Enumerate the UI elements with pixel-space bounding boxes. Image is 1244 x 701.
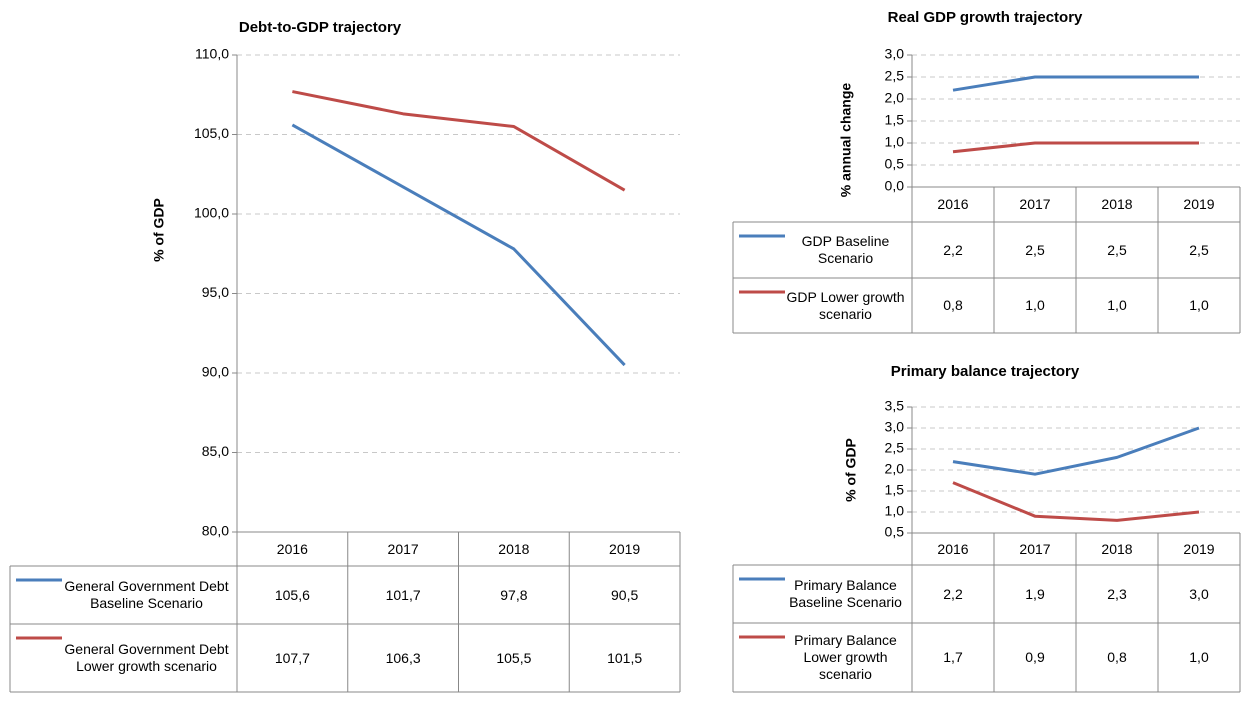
y-tick-label: 3,0 (885, 419, 905, 435)
value-label: 105,6 (274, 586, 310, 603)
value-label: 1,0 (1189, 649, 1209, 665)
value-label: 101,7 (385, 586, 421, 603)
legend-label: Primary Balance Lower growth scenario (794, 632, 897, 682)
y-tick-label: 0,5 (885, 524, 905, 540)
value-label: 97,8 (500, 586, 528, 603)
chart-title: Real GDP growth trajectory (888, 9, 1083, 26)
y-tick-label: 80,0 (202, 523, 229, 539)
chart-title: Primary balance trajectory (891, 363, 1080, 380)
value-label: 1,0 (1025, 297, 1045, 313)
x-tick-label: 2019 (1183, 196, 1215, 212)
value-label: 2,5 (1189, 241, 1209, 258)
x-tick-label: 2019 (609, 540, 641, 557)
x-tick-label: 2018 (498, 540, 530, 557)
x-tick-label: 2017 (1019, 540, 1051, 557)
series-line (292, 90, 626, 192)
value-label: 107,7 (274, 649, 310, 666)
y-tick-label: 105,0 (194, 125, 229, 141)
series-line (952, 141, 1199, 154)
y-tick-label: 95,0 (202, 284, 229, 300)
y-tick-label: 90,0 (202, 364, 229, 380)
y-tick-label: 2,5 (885, 68, 905, 84)
legend-label: Primary Balance Baseline Scenario (789, 577, 902, 610)
x-tick-label: 2019 (1183, 540, 1215, 557)
y-tick-label: 0,5 (885, 156, 905, 172)
y-tick-label: 3,0 (885, 46, 905, 62)
value-label: 105,5 (496, 649, 532, 666)
y-tick-label: 2,0 (885, 90, 905, 106)
value-label: 1,9 (1025, 585, 1045, 602)
x-tick-label: 2018 (1101, 540, 1133, 557)
value-label: 2,5 (1107, 241, 1127, 258)
y-tick-label: 1,0 (885, 134, 905, 150)
legend-label: General Government Debt Baseline Scenari… (64, 578, 229, 611)
y-tick-label: 2,0 (885, 461, 905, 477)
y-tick-label: 100,0 (194, 205, 229, 221)
value-label: 1,0 (1107, 297, 1127, 313)
y-tick-label: 3,5 (885, 398, 905, 414)
y-tick-label: 1,5 (885, 482, 905, 498)
y-axis-label: % of GDP (843, 438, 859, 502)
value-label: 0,8 (1107, 649, 1127, 665)
value-label: 101,5 (607, 649, 643, 666)
y-tick-label: 85,0 (202, 443, 229, 459)
legend-label: General Government Debt Lower growth sce… (64, 641, 229, 674)
y-tick-label: 0,0 (885, 178, 905, 194)
x-tick-label: 2017 (1019, 196, 1051, 212)
value-label: 3,0 (1189, 585, 1209, 602)
legend-label: GDP Baseline Scenario (801, 233, 890, 266)
y-tick-label: 1,0 (885, 503, 905, 519)
legend-label: GDP Lower growth scenario (786, 288, 905, 322)
value-label: 90,5 (611, 586, 639, 603)
series-line (952, 75, 1199, 92)
y-axis-label: % of GDP (151, 198, 167, 262)
series-line (291, 123, 626, 367)
value-label: 1,0 (1189, 297, 1209, 313)
y-axis-label: % annual change (838, 83, 854, 198)
value-label: 0,8 (943, 297, 963, 313)
x-tick-label: 2017 (387, 540, 419, 557)
value-label: 106,3 (385, 649, 421, 666)
series-line (952, 426, 1200, 476)
y-tick-label: 2,5 (885, 440, 905, 456)
value-label: 2,5 (1025, 241, 1045, 258)
value-label: 2,2 (943, 585, 963, 602)
value-label: 0,9 (1025, 649, 1045, 665)
value-label: 2,2 (943, 241, 963, 258)
x-tick-label: 2016 (276, 540, 308, 557)
x-tick-label: 2016 (937, 196, 969, 212)
x-tick-label: 2018 (1101, 196, 1133, 212)
value-label: 1,7 (943, 649, 963, 665)
series-line (952, 481, 1200, 522)
x-tick-label: 2016 (937, 540, 969, 557)
chart-title: Debt-to-GDP trajectory (239, 19, 402, 36)
value-label: 2,3 (1107, 585, 1127, 602)
y-tick-label: 110,0 (195, 46, 229, 62)
y-tick-label: 1,5 (885, 112, 905, 128)
